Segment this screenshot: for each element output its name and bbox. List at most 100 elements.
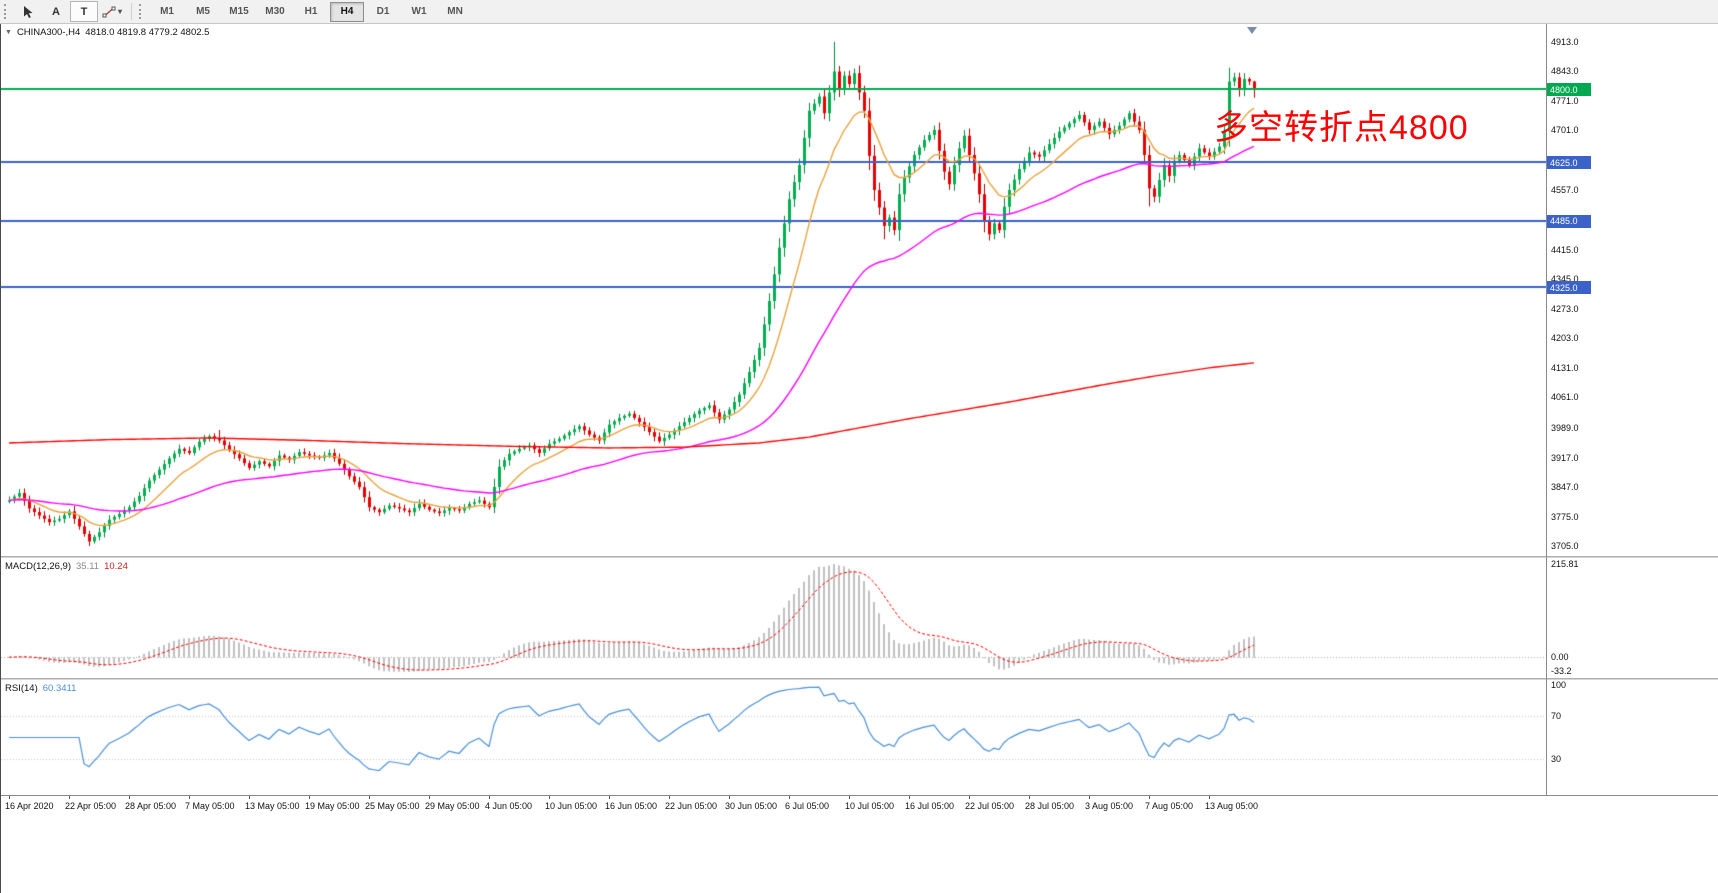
- price-tick-label: 4131.0: [1551, 363, 1579, 374]
- timeframe-h1-button[interactable]: H1: [304, 6, 318, 17]
- chart-title: ▼ CHINA300-,H4 4818.0 4819.8 4779.2 4802…: [5, 27, 209, 38]
- time-axis-label: 30 Jun 05:00: [725, 801, 778, 811]
- time-axis-label: 7 Aug 05:00: [1145, 801, 1194, 811]
- time-axis-label: 13 Aug 05:00: [1205, 801, 1259, 811]
- time-tick: [249, 796, 250, 799]
- toolbar-separator: [131, 3, 133, 20]
- timeframe-m1-button[interactable]: M1: [160, 6, 174, 17]
- time-axis-label: 3 Aug 05:00: [1085, 801, 1134, 811]
- text-a-tool[interactable]: A: [52, 5, 60, 18]
- time-tick: [1089, 796, 1090, 799]
- time-axis[interactable]: 16 Apr 2020 22 Apr 05:00 28 Apr 05:00 7 May…: [1, 795, 1718, 816]
- symbol-period-label: CHINA300-,H4: [16, 27, 81, 38]
- time-tick: [849, 796, 850, 799]
- price-level-badge: 4625.0: [1547, 156, 1591, 170]
- time-tick: [129, 796, 130, 799]
- time-tick: [429, 796, 430, 799]
- macd-pane[interactable]: MACD(12,26,9) 35.11 10.24 215.81 0.00 -33.…: [1, 558, 1718, 678]
- time-axis-label: 6 Jul 05:00: [785, 801, 830, 811]
- axis-separator-line: [1546, 24, 1547, 795]
- chart-shift-marker[interactable]: [1247, 27, 1257, 34]
- macd-tick-label: -33.2: [1551, 666, 1572, 676]
- price-tick-label: 4061.0: [1551, 392, 1579, 403]
- price-tick-label: 4771.0: [1551, 96, 1579, 107]
- macd-main-value: 35.11: [76, 561, 100, 572]
- time-tick: [729, 796, 730, 799]
- rsi-tick-label: 30: [1551, 753, 1562, 764]
- time-tick: [1149, 796, 1150, 799]
- price-level-badge: 4485.0: [1547, 214, 1591, 228]
- chevron-down-icon: ▾: [118, 7, 123, 16]
- timeframe-h4-button[interactable]: H4: [330, 1, 365, 22]
- time-axis-label: 10 Jun 05:00: [545, 801, 598, 811]
- shapes-dropdown[interactable]: ▾: [98, 1, 126, 22]
- rsi-pane[interactable]: RSI(14) 60.3411 100 70 30: [1, 680, 1718, 795]
- rsi-title: RSI(14) 60.3411: [5, 683, 76, 694]
- timeframe-d1-button[interactable]: D1: [376, 6, 390, 17]
- price-tick-label: 3847.0: [1551, 481, 1579, 492]
- timeframe-m5-button[interactable]: M5: [196, 6, 210, 17]
- time-tick: [969, 796, 970, 799]
- price-level-badge: 4800.0: [1547, 83, 1591, 97]
- timeframe-m15-button[interactable]: M15: [229, 6, 249, 17]
- time-tick: [669, 796, 670, 799]
- price-tick-label: 4913.0: [1551, 36, 1579, 47]
- time-axis-label: 22 Jun 05:00: [665, 801, 718, 811]
- chart-annotation-text: 多空转折点4800: [1214, 109, 1469, 147]
- pane-separator[interactable]: [1, 556, 1718, 558]
- time-axis-label: 13 May 05:00: [245, 801, 300, 811]
- symbol-dropdown-icon[interactable]: ▼: [5, 29, 12, 36]
- macd-title: MACD(12,26,9) 35.11 10.24: [5, 561, 128, 572]
- toolbar: A T ▾ M1 M5 M15 M30 H1 H4 D1 W1 MN: [0, 0, 1718, 24]
- toolbar-grip[interactable]: [4, 4, 10, 19]
- timeframe-m30-button[interactable]: M30: [265, 6, 285, 17]
- rsi-value: 60.3411: [42, 683, 77, 694]
- time-axis-label: 16 Jun 05:00: [605, 801, 658, 811]
- time-tick: [609, 796, 610, 799]
- time-axis-label: 19 May 05:00: [305, 801, 360, 811]
- price-tick-label: 4345.0: [1551, 273, 1579, 284]
- rsi-tick-label: 100: [1551, 680, 1567, 690]
- price-chart-canvas[interactable]: [1, 24, 1546, 556]
- timeframe-mn-button[interactable]: MN: [447, 6, 463, 17]
- price-tick-label: 4203.0: [1551, 333, 1579, 344]
- time-tick: [189, 796, 190, 799]
- time-tick: [1209, 796, 1210, 799]
- macd-canvas[interactable]: [1, 558, 1546, 678]
- time-axis-label: 28 Apr 05:00: [125, 801, 177, 811]
- rsi-label: RSI(14): [5, 683, 38, 694]
- time-axis-label: 28 Jul 05:00: [1025, 801, 1075, 811]
- rsi-canvas[interactable]: [1, 680, 1546, 795]
- macd-signal-value: 10.24: [104, 561, 128, 572]
- price-tick-label: 4701.0: [1551, 125, 1579, 136]
- chart-area: ▼ CHINA300-,H4 4818.0 4819.8 4779.2 4802…: [0, 24, 1718, 893]
- toolbar-grip[interactable]: [139, 4, 145, 19]
- price-tick-label: 3989.0: [1551, 422, 1579, 433]
- time-tick: [489, 796, 490, 799]
- time-tick: [549, 796, 550, 799]
- time-tick: [9, 796, 10, 799]
- price-tick-label: 4557.0: [1551, 185, 1579, 196]
- time-tick: [1029, 796, 1030, 799]
- price-tick-label: 3705.0: [1551, 541, 1579, 552]
- time-axis-label: 4 Jun 05:00: [485, 801, 533, 811]
- time-axis-label: 25 May 05:00: [365, 801, 420, 811]
- text-t-tool[interactable]: T: [70, 1, 98, 22]
- ohlc-values: 4818.0 4819.8 4779.2 4802.5: [85, 27, 210, 38]
- time-axis-label: 29 May 05:00: [425, 801, 480, 811]
- time-tick: [309, 796, 310, 799]
- price-pane[interactable]: ▼ CHINA300-,H4 4818.0 4819.8 4779.2 4802…: [1, 24, 1718, 556]
- timeframe-w1-button[interactable]: W1: [411, 6, 427, 17]
- rsi-tick-label: 70: [1551, 711, 1562, 722]
- time-tick: [69, 796, 70, 799]
- price-tick-label: 4843.0: [1551, 66, 1579, 77]
- macd-tick-label: 215.81: [1551, 559, 1579, 569]
- time-tick: [909, 796, 910, 799]
- cursor-tool[interactable]: [14, 1, 42, 22]
- pane-separator[interactable]: [1, 678, 1718, 680]
- price-tick-label: 4273.0: [1551, 303, 1579, 314]
- time-axis-label: 10 Jul 05:00: [845, 801, 895, 811]
- time-axis-label: 22 Apr 05:00: [65, 801, 117, 811]
- macd-tick-label: 0.00: [1551, 652, 1569, 663]
